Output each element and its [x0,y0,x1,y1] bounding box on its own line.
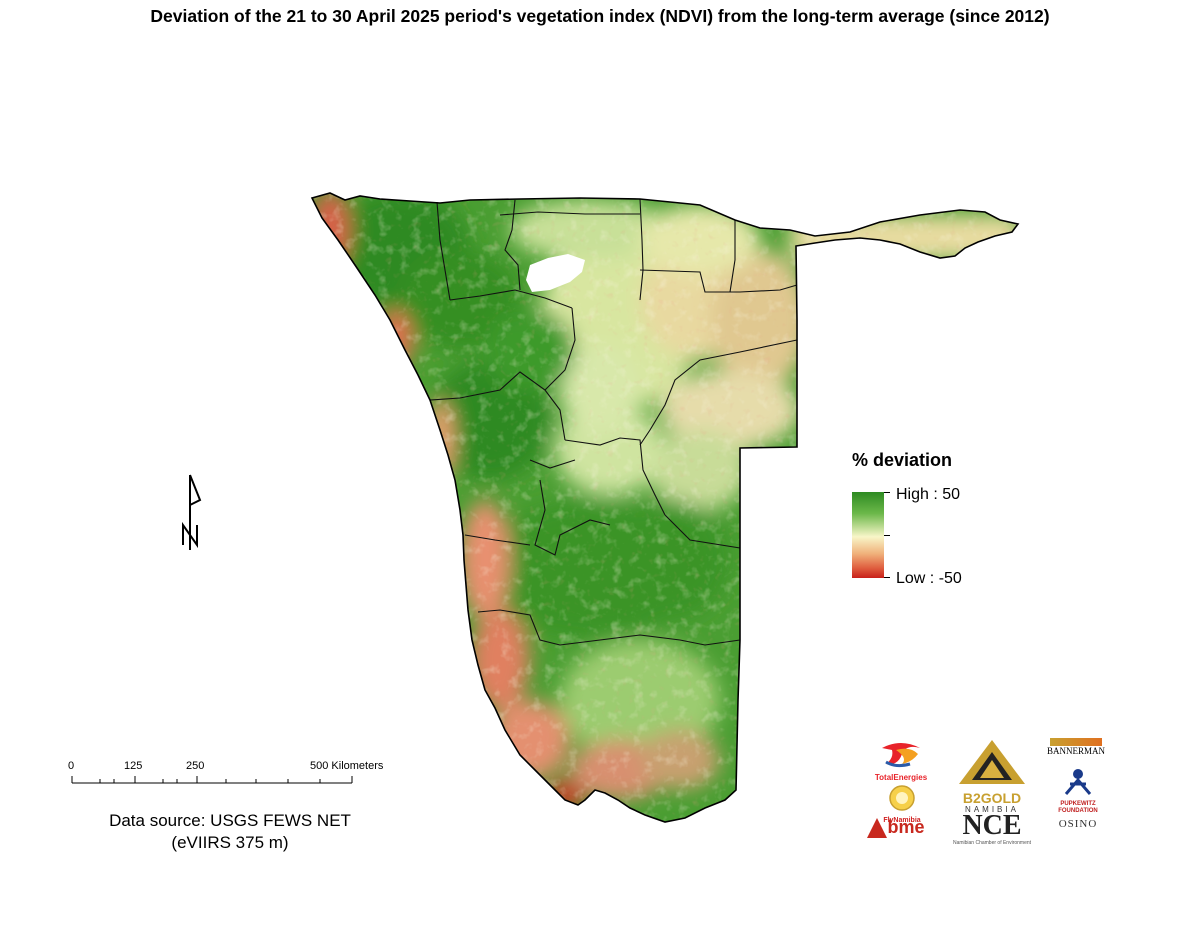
pupkewitz-logo: PUPKEWITZ FOUNDATION [1048,766,1108,815]
bannerman-mark-icon [1050,738,1102,746]
legend-title: % deviation [852,450,953,470]
pupkewitz-figures-icon [1064,769,1092,795]
legend-low-label: Low : -50 [896,570,962,587]
north-arrow-icon [182,474,202,550]
legend-tick-low [884,577,890,578]
bannerman-logo: BANNERMAN [1040,738,1112,756]
bme-logo: bme [860,816,932,838]
flynamibia-text: FlyNamibia [883,817,921,824]
totalenergies-text: TotalEnergies [874,773,928,782]
osino-logo: OSINO [1048,818,1108,830]
scale-label-0: 0 [68,760,75,772]
legend-tick-high [884,492,890,493]
flynamibia-logo: FlyNamibia [872,784,932,824]
totalenergies-logo: TotalEnergies [866,740,936,782]
legend-high-label: High : 50 [896,486,961,503]
data-source: Data source: USGS FEWS NET (eVIIRS 375 m… [70,810,390,854]
nce-sub: Namibian Chamber of Environment [952,840,1032,846]
region-boundaries [417,198,798,646]
b2gold-logo: B2GOLD NAMIBIA [952,738,1032,814]
osino-text: OSINO [1058,818,1098,830]
data-source-line2: (eVIIRS 375 m) [171,833,289,852]
nce-text: NCE [962,810,1022,841]
map-title: Deviation of the 21 to 30 April 2025 per… [150,6,1050,26]
bme-triangle-icon [867,818,888,838]
nce-logo: NCE Namibian Chamber of Environment [952,810,1032,847]
totalenergies-icon [882,743,920,768]
b2gold-pyramid-icon [959,740,1025,784]
legend-color-ramp [852,492,884,578]
bannerman-text: BANNERMAN [1046,746,1105,756]
pupkewitz-text: PUPKEWITZ FOUNDATION [1058,801,1098,814]
b2gold-text: B2GOLD [962,790,1022,806]
scale-label-250: 250 [186,760,205,772]
flynamibia-sun-icon [889,785,915,811]
ndvi-raster [312,193,1018,822]
bme-text: bme [887,816,925,837]
legend-tick-mid [884,535,890,536]
b2gold-sub: NAMIBIA [965,805,1019,814]
data-source-line1: Data source: USGS FEWS NET [109,811,351,830]
scale-label-125: 125 [124,760,143,772]
scale-label-500: 500 Kilometers [310,760,384,772]
scale-bar [71,776,353,784]
